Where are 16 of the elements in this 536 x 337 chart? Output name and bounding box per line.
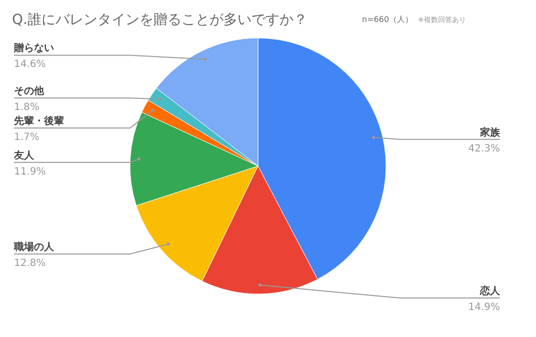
slice-label: 友人	[13, 149, 35, 162]
slice-label: 職場の人	[13, 241, 55, 254]
data-label: 42.3%	[468, 143, 500, 154]
slice-label: 恋人	[479, 284, 501, 297]
data-label: 11.9%	[14, 166, 46, 178]
slice-label: 先輩・後輩	[13, 115, 64, 128]
slice-label: 贈らない	[13, 42, 54, 54]
data-label: 14.9%	[468, 302, 500, 313]
slice-label: 家族	[479, 126, 501, 138]
data-label: 1.7%	[14, 132, 40, 144]
chart-subtitle: n=660（人）	[362, 15, 414, 24]
slice-label: その他	[14, 85, 45, 98]
chart-title: Q.誰にバレンタインを贈ることが多いですか？	[12, 12, 308, 28]
data-label: 1.8%	[14, 102, 40, 114]
data-label: 12.8%	[14, 258, 46, 270]
data-label: 14.6%	[14, 59, 46, 70]
